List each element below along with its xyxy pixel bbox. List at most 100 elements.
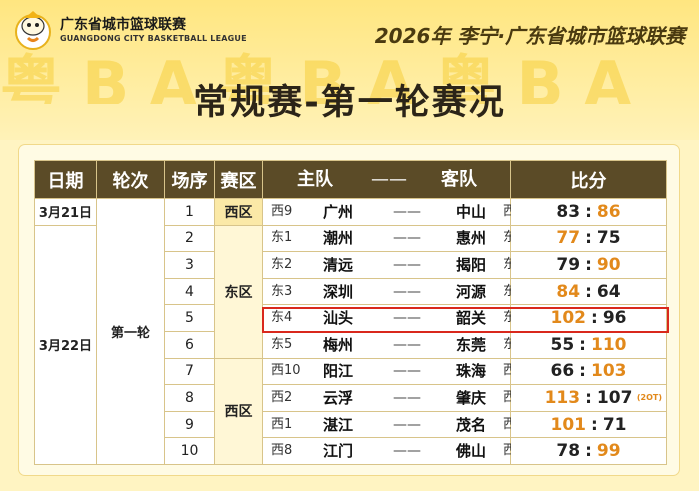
score-separator: : [585, 387, 592, 408]
game-no-cell: 8 [164, 384, 215, 412]
away-score: 103 [590, 361, 627, 382]
score-separator: : [585, 228, 592, 249]
col-game-no: 场序 [164, 160, 215, 199]
home-score: 102 [550, 308, 587, 329]
zone-cell: 东区 [214, 224, 263, 359]
home-score: 79 [556, 254, 581, 275]
home-seed: 东2 [271, 256, 293, 272]
round-cell: 第一轮 [96, 198, 165, 465]
score-cell: 66:103 [510, 357, 667, 386]
away-team: 揭阳 [456, 255, 487, 274]
league-title: 2026年 李宁·广东省城市篮球联赛 [374, 24, 685, 48]
home-team: 深圳 [323, 282, 354, 301]
home-team: 江门 [323, 442, 354, 461]
vs-dash: —— [393, 256, 421, 273]
home-score: 84 [556, 281, 581, 302]
home-seed: 西2 [271, 389, 293, 405]
away-team: 佛山 [456, 442, 487, 461]
away-score: 96 [602, 308, 627, 329]
date-cell: 3月21日 [34, 198, 97, 226]
header-background [0, 0, 699, 140]
score-separator: : [579, 361, 586, 382]
vs-dash: —— [393, 389, 421, 406]
date-cell: 3月22日 [34, 224, 97, 465]
home-seed: 西10 [271, 363, 301, 379]
home-score: 66 [550, 361, 575, 382]
score-cell: 84:64 [510, 277, 667, 306]
game-no-cell: 9 [164, 410, 215, 439]
game-no-cell: 7 [164, 357, 215, 386]
col-dash: —— [371, 169, 407, 190]
watermark-text: 粤BA粤BA粤BA [0, 48, 652, 104]
col-score: 比分 [510, 160, 667, 199]
vs-dash: —— [393, 230, 421, 247]
game-no-cell: 5 [164, 304, 215, 332]
score-separator: : [585, 201, 592, 222]
home-team: 梅州 [323, 335, 354, 354]
away-score: 110 [590, 334, 627, 355]
home-score: 78 [556, 441, 581, 462]
score-separator: : [591, 308, 598, 329]
home-seed: 西8 [271, 443, 293, 459]
home-seed: 东3 [271, 283, 293, 299]
home-team: 清远 [323, 255, 354, 274]
vs-dash: —— [393, 336, 421, 353]
game-no-cell: 3 [164, 251, 215, 279]
home-seed: 东4 [271, 310, 293, 326]
score-cell: 78:99 [510, 437, 667, 465]
home-team: 云浮 [323, 388, 354, 407]
score-cell: 113:107 (2OT) [510, 384, 667, 412]
away-score: 75 [596, 228, 621, 249]
away-score: 107 [596, 387, 633, 408]
col-date: 日期 [34, 160, 97, 199]
score-cell: 83:86 [510, 198, 667, 226]
col-round: 轮次 [96, 160, 165, 199]
mascot-icon [15, 11, 51, 50]
col-home: 主队 [297, 169, 333, 190]
vs-dash: —— [393, 416, 421, 433]
col-teams: 主队 —— 客队 [262, 160, 511, 199]
vs-dash: —— [393, 203, 421, 220]
home-team: 汕头 [323, 309, 354, 328]
home-team: 湛江 [323, 415, 354, 434]
away-score: 71 [602, 414, 627, 435]
score-separator: : [585, 254, 592, 275]
vs-dash: —— [393, 363, 421, 380]
away-team: 惠州 [456, 229, 487, 248]
vs-dash: —— [393, 443, 421, 460]
home-team: 广州 [323, 202, 354, 221]
game-no-cell: 2 [164, 224, 215, 253]
away-team: 河源 [456, 282, 487, 301]
logo-subtitle: GUANGDONG CITY BASKETBALL LEAGUE [60, 34, 247, 43]
results-table: 日期 轮次 场序 赛区 主队 —— 客队 比分 3月21日 第一轮 1 西区 西9 广州 —… [34, 160, 667, 465]
away-score: 99 [596, 441, 621, 462]
away-score: 86 [596, 201, 621, 222]
away-team: 肇庆 [456, 388, 487, 407]
vs-dash: —— [393, 283, 421, 300]
score-cell: 79:90 [510, 251, 667, 279]
score-separator: : [585, 441, 592, 462]
logo-name: 广东省城市篮球联赛 [60, 17, 186, 33]
game-no-cell: 10 [164, 437, 215, 465]
home-seed: 东1 [271, 230, 293, 246]
score-cell: 77:75 [510, 224, 667, 253]
score-cell: 102:96 [510, 304, 667, 332]
home-score: 113 [544, 387, 581, 408]
home-team: 阳江 [323, 362, 354, 381]
home-seed: 西9 [271, 203, 293, 219]
page-title: 常规赛-第一轮赛况 [193, 83, 506, 123]
